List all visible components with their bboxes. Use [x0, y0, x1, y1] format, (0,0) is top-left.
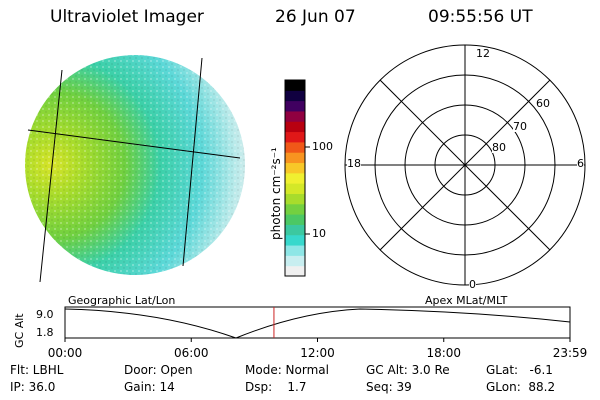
colorbar-segment — [285, 265, 305, 277]
timeline-tick-label: 06:00 — [173, 346, 209, 360]
glat-field: GLat: -6.1 — [486, 363, 553, 377]
colorbar-segment — [285, 110, 305, 122]
ip-field: IP: 36.0 — [10, 380, 56, 394]
timeline-ymax: 9.0 — [36, 308, 54, 321]
date-label: 26 Jun 07 — [275, 7, 356, 27]
mlt-label-6: 6 — [577, 157, 584, 170]
mlt-label-0: 0 — [469, 278, 476, 291]
colorbar-tick-10: 10 — [312, 227, 326, 240]
colorbar-segment — [285, 141, 305, 153]
colorbar-segment — [285, 80, 305, 91]
mlt-label-18: 18 — [347, 157, 361, 170]
colorbar-segment — [285, 100, 305, 112]
colorbar-segment — [285, 183, 305, 194]
colorbar-tick-100: 100 — [312, 140, 333, 153]
colorbar-segment — [285, 90, 305, 102]
mlat-label-80: 80 — [492, 141, 506, 154]
timeline-tick-label: 00:00 — [47, 346, 83, 360]
colorbar-segment — [285, 224, 305, 236]
mlat-label-70: 70 — [513, 120, 527, 133]
timeline-left-label: Geographic Lat/Lon — [68, 294, 176, 307]
colorbar-segment — [285, 193, 305, 205]
colorbar-segment — [285, 172, 305, 184]
gcalt-field: GC Alt: 3.0 Re — [366, 363, 450, 377]
gain-field: Gain: 14 — [124, 380, 175, 394]
timeline-ymin: 1.8 — [36, 326, 54, 339]
colorbar-segment — [285, 234, 305, 246]
colorbar-segment — [285, 152, 305, 164]
mlat-label-60: 60 — [536, 97, 550, 110]
glon-field: GLon: 88.2 — [486, 380, 556, 394]
mlt-label-12: 12 — [476, 47, 490, 60]
timeline-tick-label: 12:00 — [300, 346, 335, 360]
colorbar-segment — [285, 255, 305, 267]
geographic-grid-lines — [27, 57, 241, 283]
instrument-title: Ultraviolet Imager — [50, 7, 204, 27]
door-field: Door: Open — [124, 363, 193, 377]
timeline-right-label: Apex MLat/MLT — [425, 294, 508, 307]
colorbar-segment — [285, 131, 305, 143]
colorbar-segment — [285, 214, 305, 225]
colorbar-segment — [285, 245, 305, 256]
auroral-disk — [25, 55, 245, 275]
colorbar-segment — [285, 203, 305, 215]
altitude-curve — [64, 308, 571, 339]
timeline-tick-label: 23:59 — [552, 346, 588, 360]
timeline-tick-label: 18:00 — [426, 346, 462, 360]
colorbar-segment — [285, 162, 305, 174]
seq-field: Seq: 39 — [366, 380, 412, 394]
colorbar-segment — [285, 121, 305, 133]
dsp-field: Dsp: 1.7 — [245, 380, 307, 394]
flt-field: Flt: LBHL — [10, 363, 64, 377]
time-label: 09:55:56 UT — [428, 7, 533, 27]
mode-field: Mode: Normal — [245, 363, 329, 377]
